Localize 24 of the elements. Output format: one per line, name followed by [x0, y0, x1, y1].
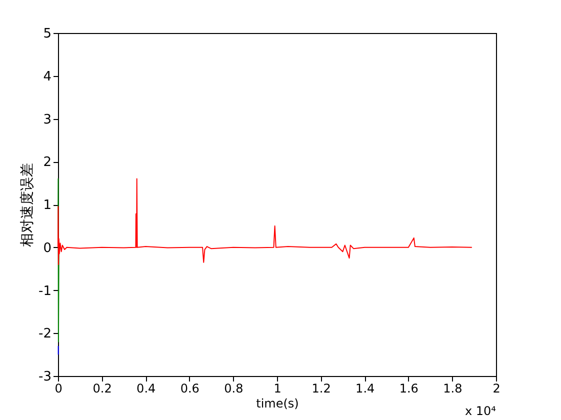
y-tick-label: 1: [43, 198, 52, 213]
y-tick-label: 2: [43, 155, 52, 170]
y-tick-label: 0: [43, 240, 52, 256]
y-tick-label: -3: [38, 370, 52, 384]
x-tick-label: 1.8: [443, 382, 462, 396]
x-tick-label: 1.4: [356, 382, 375, 396]
x-tick-label: 0.6: [180, 382, 200, 396]
y-axis-title: 相对速度误差: [20, 163, 36, 247]
y-tick-label: -2: [38, 326, 52, 342]
x-tick-label: 0.4: [136, 382, 156, 396]
y-tick-label: -1: [38, 284, 52, 299]
x-tick-label: 0.2: [92, 382, 112, 396]
x-tick-label: 1.2: [312, 382, 331, 396]
line-series: [58, 178, 472, 266]
x-axis-title: time(s): [256, 396, 299, 410]
x-tick-label: 1.6: [399, 382, 418, 396]
text: x 10⁴: [465, 404, 496, 418]
y-tick-label: 4: [43, 69, 52, 84]
x-tick-label: 0.8: [224, 382, 244, 396]
x-tick-label: 0: [54, 382, 62, 396]
y-tick-label: 3: [43, 112, 52, 128]
x-tick-label: 1: [274, 382, 282, 396]
y-tick-label: 5: [43, 26, 52, 42]
x-tick-label: 2: [492, 382, 500, 396]
